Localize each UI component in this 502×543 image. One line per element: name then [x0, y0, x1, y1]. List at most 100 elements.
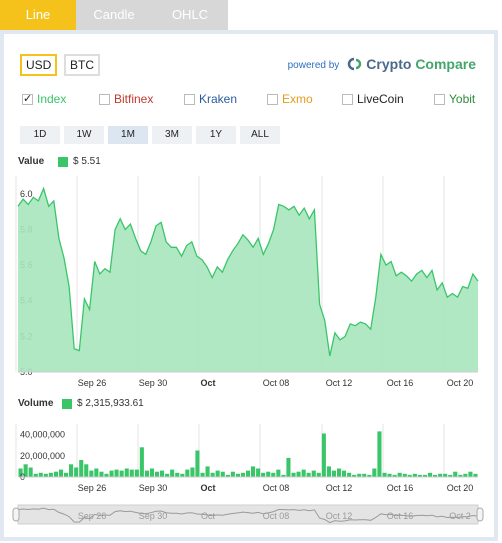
volume-legend: Volume $ 2,315,933.61	[18, 398, 144, 409]
volume-bar	[377, 431, 382, 477]
range-1y-button[interactable]: 1Y	[196, 126, 236, 144]
volume-bar	[175, 472, 180, 477]
volume-bar	[316, 472, 321, 477]
volume-xtick-label: Oct 12	[326, 483, 353, 493]
exchange-exmo[interactable]: Exmo	[267, 92, 313, 106]
volume-bar	[276, 469, 281, 477]
currency-btc-button[interactable]: BTC	[64, 54, 100, 76]
volume-bar	[438, 473, 443, 477]
volume-bar	[463, 473, 468, 477]
checkbox-kraken[interactable]	[184, 93, 195, 105]
volume-bar	[422, 474, 427, 477]
volume-bar	[114, 469, 119, 477]
checkbox-exmo[interactable]	[267, 93, 278, 105]
checkbox-yobit[interactable]	[434, 93, 445, 105]
volume-bar	[286, 457, 291, 477]
exchange-index[interactable]: Index	[22, 92, 66, 106]
volume-bar	[433, 474, 438, 477]
volume-bar	[251, 466, 256, 477]
volume-bar	[347, 472, 352, 477]
volume-bar	[53, 471, 58, 477]
checkbox-bitfinex[interactable]	[99, 93, 110, 105]
currency-usd-button[interactable]: USD	[20, 54, 58, 76]
navigator-left-handle[interactable]	[12, 507, 20, 522]
powered-by[interactable]: powered by Crypto Compare	[288, 56, 476, 72]
volume-bar	[256, 468, 261, 477]
volume-bar	[266, 471, 271, 477]
volume-bar	[428, 472, 433, 477]
exchange-livecoin[interactable]: LiveCoin	[342, 92, 404, 106]
exchange-yobit-label: Yobit	[449, 92, 476, 106]
volume-bar	[210, 472, 215, 477]
volume-bar	[185, 469, 190, 477]
volume-xtick-label: Sep 30	[139, 483, 168, 493]
exchange-index-label: Index	[37, 92, 67, 106]
tab-candle[interactable]: Candle	[76, 0, 152, 30]
exchange-livecoin-label: LiveCoin	[357, 92, 404, 106]
volume-bar	[165, 473, 170, 477]
volume-bar	[392, 474, 397, 477]
volume-bar	[200, 472, 205, 477]
checkbox-livecoin[interactable]	[342, 93, 353, 105]
range-3m-button[interactable]: 3M	[152, 126, 192, 144]
tab-line[interactable]: Line	[0, 0, 76, 30]
exchange-kraken[interactable]: Kraken	[184, 92, 237, 106]
volume-bar	[281, 474, 286, 477]
volume-bar	[84, 464, 89, 477]
volume-bar	[291, 472, 296, 477]
volume-bar	[357, 473, 362, 477]
volume-bar	[362, 473, 367, 477]
chart-panel: USD BTC powered by Crypto Compare Index …	[0, 30, 498, 541]
volume-bar	[69, 464, 74, 477]
volume-bar	[271, 472, 276, 477]
value-legend-text: $ 5.51	[73, 156, 101, 167]
navigator-right-handle[interactable]	[476, 507, 484, 522]
brand-name: Crypto Compare	[366, 56, 476, 72]
range-1w-button[interactable]: 1W	[64, 126, 104, 144]
volume-bar	[144, 470, 149, 477]
volume-bar	[79, 460, 84, 477]
volume-bar	[205, 466, 210, 477]
volume-xtick-label: Oct 20	[447, 483, 474, 493]
navigator-xtick-label: Oct 16	[387, 511, 414, 521]
volume-bar	[220, 471, 225, 477]
tab-ohlc[interactable]: OHLC	[152, 0, 228, 30]
volume-legend-text: $ 2,315,933.61	[77, 398, 144, 409]
volume-bar	[443, 473, 448, 477]
volume-bar	[458, 474, 463, 477]
volume-bar	[468, 471, 473, 477]
volume-bar	[342, 470, 347, 477]
volume-bar	[261, 472, 266, 477]
volume-bar	[402, 473, 407, 477]
value-legend: Value $ 5.51	[18, 156, 101, 167]
value-legend-label: Value	[18, 156, 45, 167]
powered-by-text: powered by	[287, 60, 340, 71]
range-1m-button[interactable]: 1M	[108, 126, 148, 144]
price-xtick-label: Sep 26	[78, 378, 107, 388]
exchange-bitfinex[interactable]: Bitfinex	[99, 92, 153, 106]
volume-bar	[104, 473, 109, 477]
volume-bar	[321, 433, 326, 477]
volume-bar	[235, 473, 240, 477]
volume-bar	[160, 470, 165, 477]
volume-bar	[331, 470, 336, 477]
volume-bar	[43, 473, 48, 477]
checkbox-index[interactable]	[22, 92, 33, 105]
exchange-bitfinex-label: Bitfinex	[114, 92, 154, 106]
price-xtick-label: Oct 08	[263, 378, 290, 388]
volume-ytick-label: 20,000,000	[20, 451, 65, 461]
navigator-xtick-label: Oct 2	[449, 511, 471, 521]
range-1d-button[interactable]: 1D	[20, 126, 60, 144]
volume-bar	[89, 470, 94, 477]
exchange-yobit[interactable]: Yobit	[434, 92, 475, 106]
volume-bar	[215, 470, 220, 477]
volume-bar	[230, 471, 235, 477]
price-xtick-label: Oct 20	[447, 378, 474, 388]
volume-bar	[74, 467, 79, 477]
range-all-button[interactable]: ALL	[240, 126, 280, 144]
volume-bar	[417, 474, 422, 477]
volume-bar	[190, 467, 195, 477]
price-line	[17, 186, 479, 357]
volume-bar	[23, 464, 28, 477]
